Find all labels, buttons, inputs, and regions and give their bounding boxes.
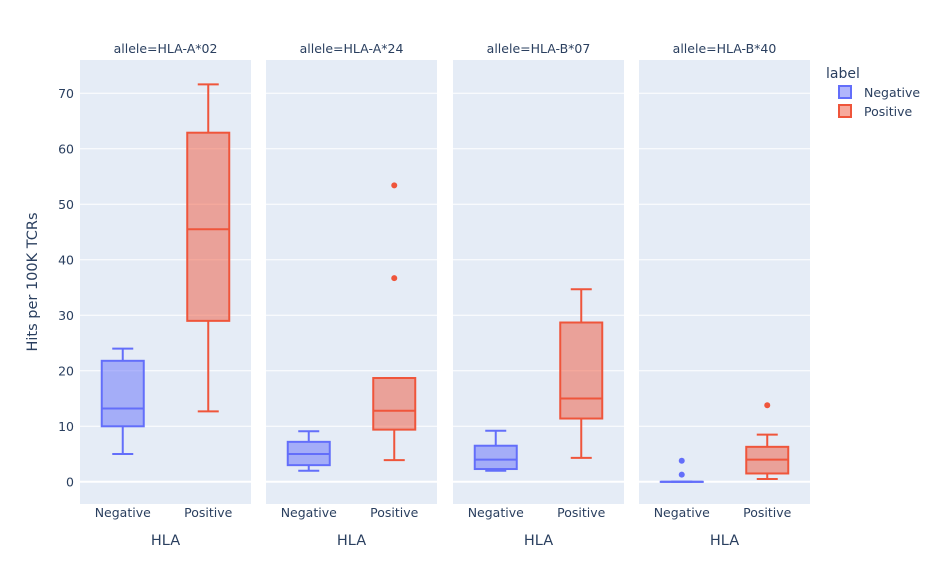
box-negative[interactable] bbox=[100, 347, 145, 456]
facet-title: allele=HLA-B*40 bbox=[673, 41, 777, 56]
outlier-point bbox=[391, 182, 398, 189]
iqr-box bbox=[372, 377, 417, 431]
x-tick-label: Positive bbox=[743, 505, 791, 520]
plot-background bbox=[639, 60, 810, 504]
outlier-point bbox=[391, 275, 398, 282]
x-tick-label: Negative bbox=[654, 505, 710, 520]
x-tick-label: Positive bbox=[557, 505, 605, 520]
box-positive[interactable] bbox=[745, 402, 790, 481]
iqr-box bbox=[100, 359, 145, 428]
x-axis-title: HLA bbox=[710, 533, 739, 549]
x-tick-label: Positive bbox=[370, 505, 418, 520]
legend-swatch-positive bbox=[838, 104, 852, 118]
legend-label-negative: Negative bbox=[864, 85, 920, 100]
box-positive[interactable] bbox=[372, 182, 417, 462]
x-tick-label: Positive bbox=[184, 505, 232, 520]
facet-panel: allele=HLA-A*24 Negative Positive HLA bbox=[266, 41, 437, 549]
box-negative[interactable] bbox=[473, 429, 518, 472]
facet-title: allele=HLA-A*24 bbox=[300, 41, 404, 56]
facet-title: allele=HLA-B*07 bbox=[487, 41, 591, 56]
x-axis-title: HLA bbox=[524, 533, 553, 549]
facet-panel: allele=HLA-A*02 Negative Positive HLA bbox=[80, 41, 251, 549]
legend-item-positive[interactable]: Positive bbox=[838, 104, 912, 119]
legend-swatch-negative bbox=[838, 85, 852, 99]
iqr-box bbox=[186, 131, 231, 322]
x-tick-label: Negative bbox=[468, 505, 524, 520]
outlier-point bbox=[678, 457, 685, 464]
y-axis: 0 10 20 30 40 50 60 70 bbox=[58, 86, 74, 489]
legend-title: label bbox=[826, 66, 860, 82]
facet-panel: allele=HLA-B*07 Negative Positive HLA bbox=[453, 41, 624, 549]
facet-title: allele=HLA-A*02 bbox=[114, 41, 218, 56]
plot-background bbox=[453, 60, 624, 504]
box-negative[interactable] bbox=[286, 430, 331, 472]
y-tick-label: 70 bbox=[58, 86, 74, 101]
plot-background bbox=[266, 60, 437, 504]
box-negative[interactable] bbox=[659, 457, 704, 483]
outlier-point bbox=[764, 402, 771, 409]
x-axis-title: HLA bbox=[337, 533, 366, 549]
box-positive[interactable] bbox=[559, 288, 604, 459]
y-axis-title: Hits per 100K TCRs bbox=[25, 212, 41, 351]
y-tick-label: 10 bbox=[58, 419, 74, 434]
y-tick-label: 60 bbox=[58, 141, 74, 156]
legend-item-negative[interactable]: Negative bbox=[838, 85, 920, 100]
legend: label Negative Positive bbox=[826, 66, 920, 119]
outlier-point bbox=[678, 471, 685, 478]
iqr-box bbox=[473, 444, 518, 471]
y-tick-label: 30 bbox=[58, 308, 74, 323]
legend-label-positive: Positive bbox=[864, 104, 912, 119]
y-tick-label: 20 bbox=[58, 363, 74, 378]
y-tick-label: 40 bbox=[58, 252, 74, 267]
x-axis-title: HLA bbox=[151, 533, 180, 549]
x-tick-label: Negative bbox=[95, 505, 151, 520]
x-tick-label: Negative bbox=[281, 505, 337, 520]
box-positive[interactable] bbox=[186, 83, 231, 413]
iqr-box bbox=[559, 321, 604, 420]
facet-panel: allele=HLA-B*40 Negative Positive HLA bbox=[639, 41, 810, 549]
y-tick-label: 0 bbox=[66, 474, 74, 489]
y-tick-label: 50 bbox=[58, 197, 74, 212]
